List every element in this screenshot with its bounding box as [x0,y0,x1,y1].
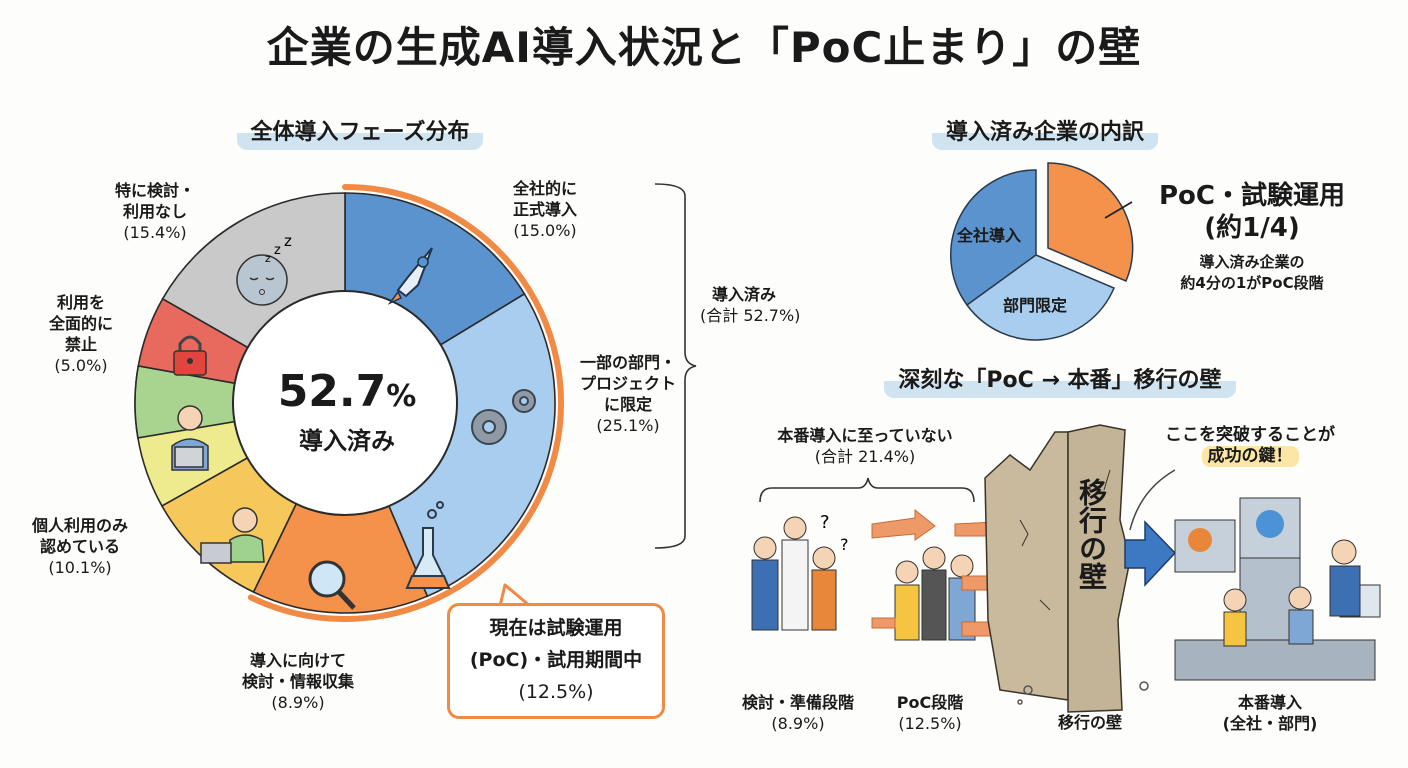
donut-center: 52.7% 導入済み [262,368,432,456]
production-control-room [1174,497,1381,681]
center-unit: % [386,379,417,414]
key-to-success: ここを突破することが 成功の鍵！ [1165,425,1335,467]
label-kojin: 個人利用のみ 認めている (10.1%) [31,516,128,577]
stage-considering: 検討・準備段階 (8.9%) [741,693,854,733]
slice-bumon [965,254,1115,341]
person-laptop-icon-female [200,507,265,564]
center-text: 導入済み [299,427,395,455]
label-kinshi: 利用を 全面的に 禁止 (5.0%) [48,293,113,375]
slice-poc [1047,162,1134,282]
blue-arrow [1124,520,1177,587]
label-bumon: 一部の部門・ プロジェクト に限定 (25.1%) [579,353,676,435]
flask-icon [405,501,451,589]
svg-text:z: z [284,232,292,250]
donut-section-title: 全体導入フェーズ分布 [190,112,530,150]
stage-production: 本番導入 (全社・部門) [1222,693,1318,733]
adopted-bracket [654,183,697,549]
label-kento: 導入に向けて 検討・情報収集 (8.9%) [241,651,354,712]
page-title: 企業の生成AI導入状況と「PoC止まり」の壁 [266,23,1142,72]
rubble [1017,681,1149,705]
sleeping-face-icon: zzz [236,232,292,306]
breakdown-section-title: 導入済み企業の内訳 [905,112,1185,150]
wall-section-title: 深刻な「PoC → 本番」移行の壁 [840,360,1280,398]
label-nashi: 特に検討・ 利用なし (15.4%) [114,181,195,242]
svg-text:z: z [265,252,271,265]
svg-text:?: ? [820,512,830,533]
slice-zensha [949,169,1037,307]
bracket-label: 導入済み (合計 52.7%) [700,285,801,325]
stage-poc: PoC段階 (12.5%) [896,693,964,733]
adopted-highlight-arc [247,184,564,622]
donut-segment-bumon [343,292,556,598]
breakdown-annotation: PoC・試験運用 (約1/4) 導入済み企業の 約4分の1がPoC段階 [1159,181,1345,292]
gears-icon [471,389,536,445]
not-prod-brace [759,477,975,503]
wall-vertical-text: 移行の壁 [1075,478,1108,590]
slice-label-bumon: 部門限定 [1003,296,1068,315]
stage-wall: 移行の壁 [1057,713,1122,732]
breakdown-pie [949,162,1134,341]
rocket-icon [387,247,433,305]
slice-label-zensha: 全社導入 [957,226,1022,245]
svg-text:?: ? [840,535,849,554]
svg-text:z: z [274,243,281,258]
center-value: 52.7 [277,366,387,417]
label-zensha: 全社的に 正式導入 (15.0%) [512,179,577,240]
not-prod-label: 本番導入に至っていない (合計 21.4%) [777,426,953,466]
lock-icon [173,335,207,376]
magnifier-icon [308,560,356,610]
poc-callout: 現在は試験運用 (PoC)・試用期間中 (12.5%) [447,603,665,719]
people-group-considering: ?? [751,512,849,631]
person-laptop-icon-male [171,405,209,471]
